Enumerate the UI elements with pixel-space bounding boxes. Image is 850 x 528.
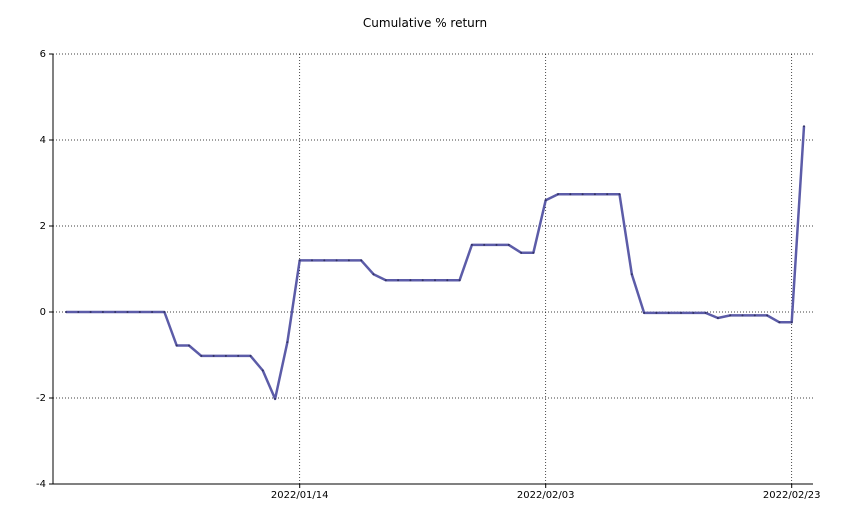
data-point [557, 193, 559, 196]
data-point [323, 259, 326, 262]
data-point [790, 321, 793, 324]
chart-title: Cumulative % return [363, 16, 487, 30]
data-point [532, 251, 535, 254]
data-point [200, 354, 203, 357]
data-point [544, 199, 547, 202]
data-point [151, 311, 154, 313]
data-point [237, 354, 240, 357]
data-point [360, 259, 363, 262]
data-point [446, 279, 449, 282]
x-tick-label: 2022/01/14 [271, 490, 329, 501]
y-axis-ticks: 6 4 2 0 -2 -4 [36, 49, 53, 490]
data-point [421, 279, 424, 282]
data-point [716, 317, 719, 319]
data-point [569, 193, 572, 196]
data-point [753, 314, 756, 317]
data-point [65, 311, 67, 313]
data-point [101, 311, 104, 313]
data-point [729, 314, 732, 317]
x-tick-label: 2022/02/03 [517, 490, 575, 501]
data-point [766, 314, 769, 317]
axes [52, 54, 813, 485]
data-point [188, 344, 190, 347]
data-point [249, 354, 252, 357]
data-point [286, 341, 289, 344]
data-point [680, 311, 682, 314]
data-point [397, 279, 400, 282]
data-point [643, 311, 646, 314]
data-point [458, 279, 461, 282]
data-point [89, 311, 92, 313]
data-point [212, 354, 215, 357]
y-tick-label: 2 [40, 221, 46, 232]
x-axis-ticks: 2022/01/14 2022/02/03 2022/02/23 [271, 484, 821, 501]
data-point [692, 311, 695, 314]
data-point [667, 311, 670, 314]
data-point [138, 311, 141, 313]
data-point [298, 259, 301, 262]
data-point [507, 243, 510, 246]
data-point [335, 259, 338, 262]
data-point [311, 259, 313, 262]
data-point [261, 369, 264, 372]
data-point [630, 273, 633, 276]
y-tick-label: -4 [36, 479, 46, 490]
data-point [274, 397, 277, 400]
data-point [483, 243, 486, 246]
y-tick-label: 6 [40, 49, 46, 60]
data-point [741, 314, 744, 317]
data-point [163, 311, 166, 313]
data-point [114, 311, 117, 313]
series-group [65, 125, 806, 401]
data-point [434, 279, 436, 282]
data-point [520, 251, 523, 254]
x-tick-label: 2022/02/23 [763, 490, 821, 501]
data-point [495, 243, 498, 246]
y-tick-label: -2 [36, 393, 46, 404]
y-tick-label: 0 [40, 307, 46, 318]
data-point [372, 273, 375, 276]
data-point [224, 354, 227, 357]
data-point [778, 321, 781, 324]
data-point [606, 193, 609, 196]
data-point [175, 344, 178, 347]
data-point [470, 243, 473, 246]
grid [53, 53, 813, 485]
data-point [593, 193, 596, 196]
data-point [384, 279, 387, 282]
data-point [704, 311, 707, 314]
data-point [409, 279, 412, 282]
y-tick-label: 4 [40, 135, 46, 146]
data-point [655, 311, 658, 314]
data-point [347, 259, 350, 262]
data-point [581, 193, 584, 196]
data-point [803, 125, 805, 128]
series-line [66, 126, 806, 401]
data-point [77, 311, 80, 313]
data-point [618, 193, 621, 196]
data-point [126, 311, 129, 313]
